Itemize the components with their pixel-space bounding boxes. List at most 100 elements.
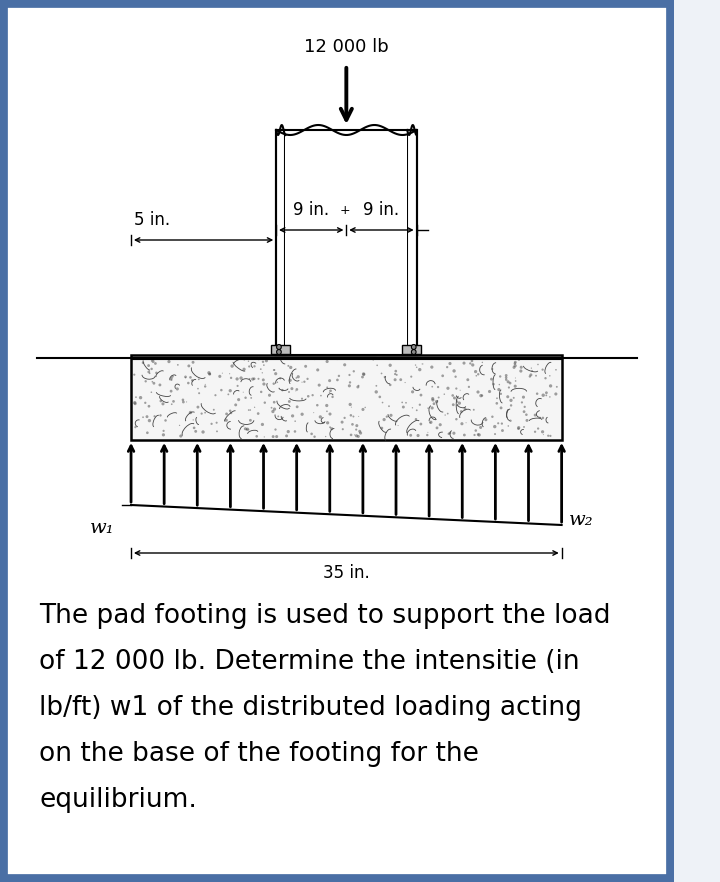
Point xyxy=(381,409,392,423)
Point xyxy=(138,410,149,424)
Point xyxy=(243,403,254,417)
Point xyxy=(204,367,216,381)
Text: equilibrium.: equilibrium. xyxy=(40,787,197,813)
Point xyxy=(519,400,531,414)
Point xyxy=(291,371,302,385)
Point xyxy=(356,370,368,384)
Point xyxy=(271,430,282,444)
Point xyxy=(150,366,162,380)
Point xyxy=(443,427,454,441)
Point xyxy=(526,363,538,377)
Point xyxy=(343,368,355,382)
Point xyxy=(545,379,557,393)
Point xyxy=(299,375,310,389)
Point xyxy=(321,399,333,413)
Point xyxy=(306,427,318,441)
Point xyxy=(143,358,154,372)
Point xyxy=(313,378,325,392)
Point xyxy=(339,358,351,372)
Point xyxy=(243,422,255,437)
Point xyxy=(448,398,459,412)
Point xyxy=(390,373,401,387)
Point xyxy=(502,390,513,404)
Point xyxy=(178,395,189,409)
Point xyxy=(168,394,179,408)
Point xyxy=(345,408,356,422)
Circle shape xyxy=(411,345,416,349)
Point xyxy=(146,354,158,368)
Point xyxy=(447,388,459,402)
Point xyxy=(246,391,257,405)
Point xyxy=(407,400,418,415)
Point xyxy=(487,377,499,392)
Point xyxy=(256,417,268,431)
Point xyxy=(359,400,371,415)
Point xyxy=(268,377,279,391)
Point xyxy=(494,377,505,392)
Point xyxy=(324,420,336,434)
Point xyxy=(541,388,552,402)
Point xyxy=(537,388,549,402)
Point xyxy=(449,364,460,378)
Point xyxy=(199,377,211,392)
Point xyxy=(358,368,369,382)
Point xyxy=(187,355,199,370)
Text: The pad footing is used to support the load: The pad footing is used to support the l… xyxy=(40,603,611,629)
Point xyxy=(155,394,166,408)
Point xyxy=(470,364,482,378)
Point xyxy=(285,361,297,375)
Point xyxy=(312,363,323,377)
Point xyxy=(181,395,192,409)
Point xyxy=(376,421,387,435)
Point xyxy=(264,388,275,402)
Point xyxy=(516,360,527,374)
Point xyxy=(244,371,256,385)
Point xyxy=(282,359,294,373)
Point xyxy=(199,379,211,393)
Point xyxy=(376,366,387,380)
Point xyxy=(261,354,272,368)
Point xyxy=(146,362,158,376)
Point xyxy=(351,422,362,437)
Point xyxy=(532,422,544,436)
Point xyxy=(537,425,549,439)
Point xyxy=(442,407,454,421)
Point xyxy=(413,429,424,443)
Point xyxy=(469,428,480,442)
Point xyxy=(258,358,269,372)
Point xyxy=(377,395,388,409)
Point xyxy=(451,399,463,413)
Point xyxy=(253,352,264,366)
Bar xyxy=(402,345,421,354)
Point xyxy=(187,413,199,427)
Point xyxy=(518,390,529,404)
FancyBboxPatch shape xyxy=(3,3,671,879)
Point xyxy=(247,372,258,386)
Point xyxy=(348,364,359,378)
Point xyxy=(463,380,474,394)
Point xyxy=(190,424,202,438)
Point xyxy=(150,356,161,370)
Point xyxy=(477,388,488,402)
Point xyxy=(158,423,169,437)
Point xyxy=(243,355,254,369)
Point xyxy=(538,428,549,442)
Point xyxy=(215,383,227,397)
Point xyxy=(171,382,183,396)
Text: w₂: w₂ xyxy=(569,511,594,529)
Point xyxy=(395,372,407,386)
Point xyxy=(505,399,517,413)
Point xyxy=(300,359,312,373)
Point xyxy=(509,356,521,370)
Point xyxy=(431,394,442,408)
Point xyxy=(358,367,369,381)
Point xyxy=(249,400,261,415)
Bar xyxy=(271,345,290,354)
Point xyxy=(451,394,463,408)
Point xyxy=(472,428,484,442)
Point xyxy=(449,391,460,405)
Point xyxy=(474,352,486,366)
Point xyxy=(442,381,454,395)
Point xyxy=(480,413,492,427)
Point xyxy=(148,352,159,366)
